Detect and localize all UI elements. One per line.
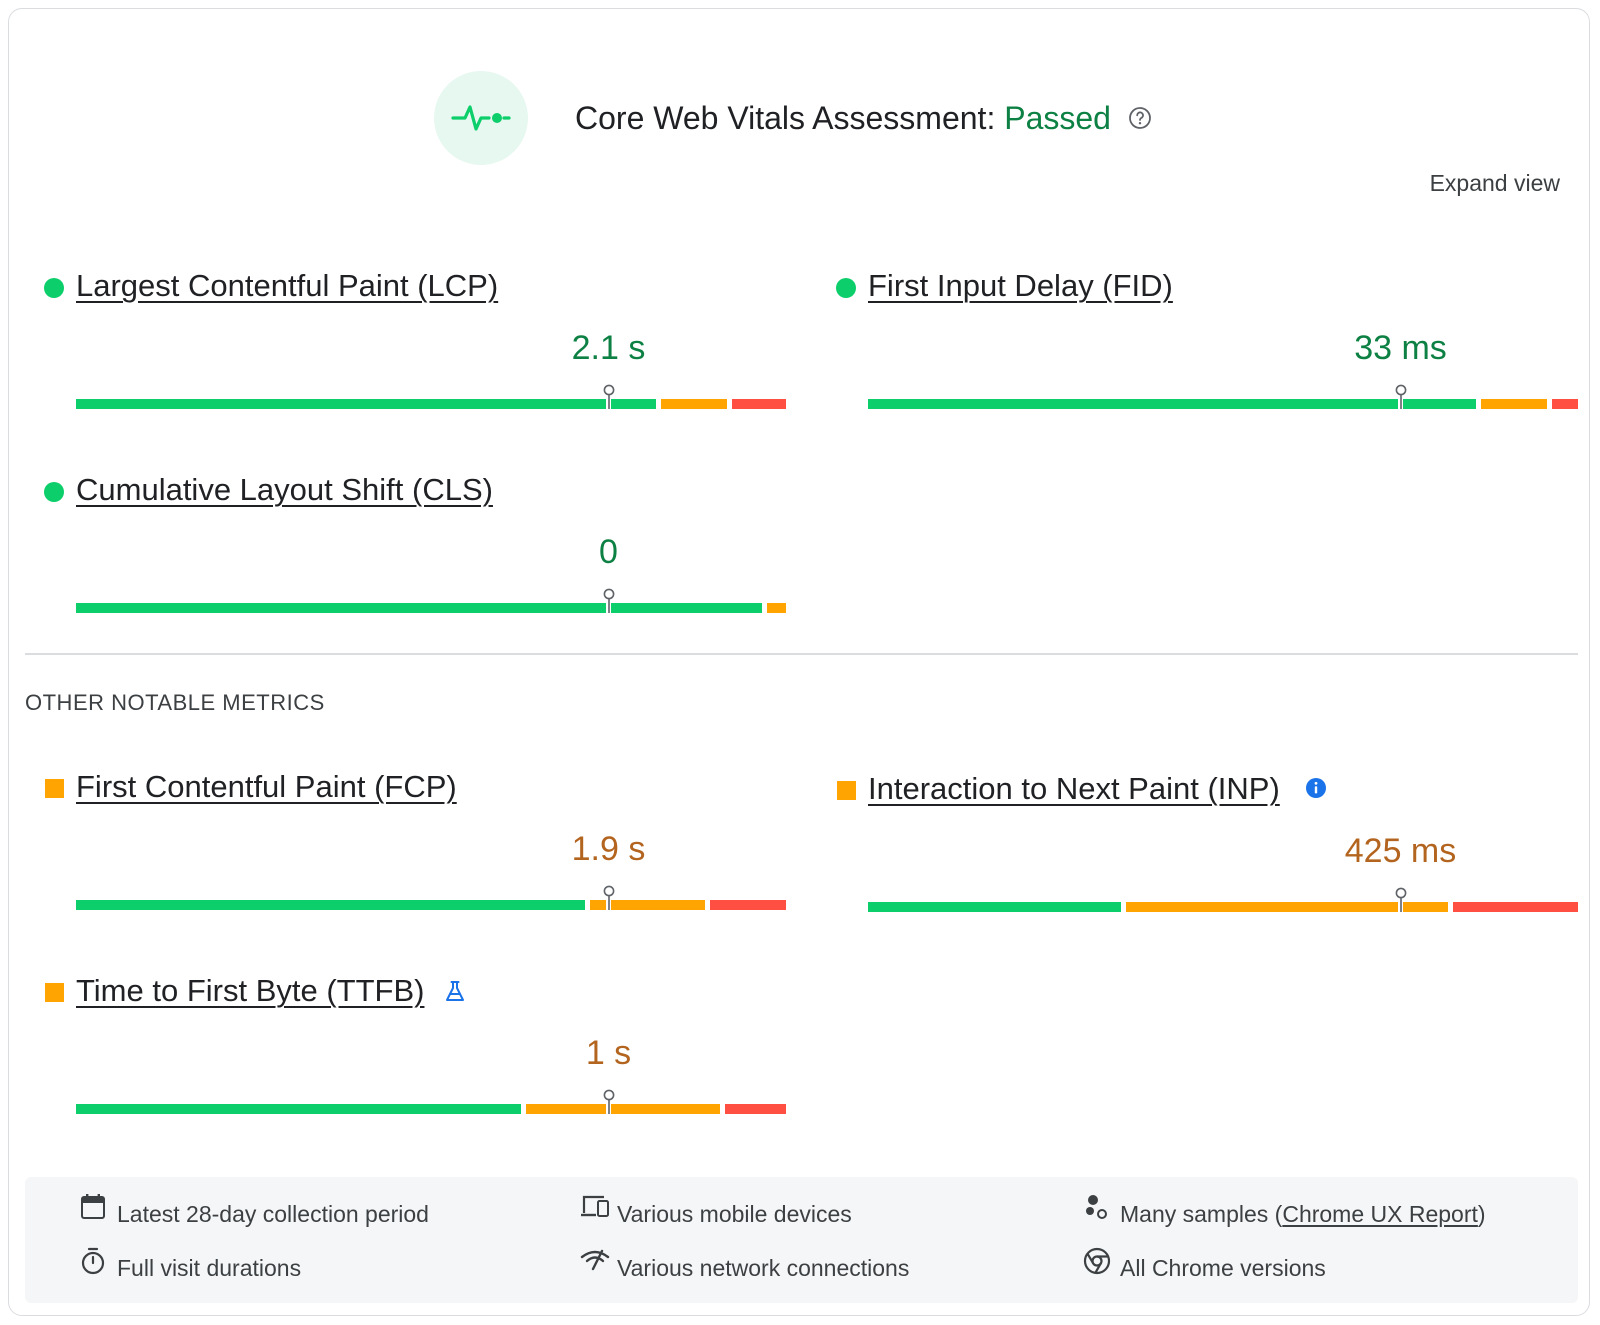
metric-link-fcp[interactable]: First Contentful Paint (FCP) bbox=[76, 769, 457, 804]
distribution-bar bbox=[868, 902, 1578, 912]
percentile-marker bbox=[1395, 384, 1406, 409]
percentile-marker bbox=[1395, 887, 1406, 912]
distribution-bar bbox=[76, 1104, 786, 1114]
pulse-icon bbox=[434, 71, 528, 165]
metric-link-lcp[interactable]: Largest Contentful Paint (LCP) bbox=[76, 268, 499, 303]
data-source-footer: Latest 28-day collection period Various … bbox=[25, 1177, 1578, 1303]
metric-value-fcp: 1.9 s bbox=[571, 830, 646, 868]
needs-improvement-segment bbox=[525, 1104, 606, 1114]
status-good-icon bbox=[44, 482, 64, 502]
needs-improvement-segment bbox=[660, 399, 727, 409]
metric-cls: Cumulative Layout Shift (CLS) 0 bbox=[43, 466, 786, 636]
status-average-icon bbox=[45, 779, 64, 798]
footer-text: Full visit durations bbox=[117, 1255, 302, 1281]
good-segment bbox=[611, 603, 763, 613]
percentile-marker bbox=[603, 588, 614, 613]
status-average-icon bbox=[837, 781, 856, 800]
poor-segment bbox=[724, 1104, 786, 1114]
assessment-title: Core Web Vitals Assessment: Passed bbox=[575, 98, 1111, 138]
assessment-header: Core Web Vitals Assessment: Passed Expan… bbox=[0, 0, 1600, 200]
footer-text: Many samples (Chrome UX Report) bbox=[1120, 1201, 1486, 1228]
section-divider bbox=[25, 653, 1578, 655]
chrome-icon bbox=[1083, 1247, 1111, 1281]
metric-value-ttfb: 1 s bbox=[585, 1034, 632, 1072]
status-average-icon bbox=[45, 983, 64, 1002]
good-segment bbox=[76, 1104, 521, 1114]
expand-view-link[interactable]: Expand view bbox=[1429, 170, 1560, 196]
info-icon[interactable] bbox=[1305, 777, 1327, 804]
status-good-icon bbox=[836, 278, 856, 298]
footer-samples-suffix: ) bbox=[1477, 1201, 1486, 1227]
distribution-bar bbox=[76, 399, 786, 409]
metric-lcp: Largest Contentful Paint (LCP) 2.1 s bbox=[43, 262, 786, 432]
metric-link-ttfb[interactable]: Time to First Byte (TTFB) bbox=[76, 973, 425, 1008]
devices-icon bbox=[580, 1193, 610, 1227]
needs-improvement-segment bbox=[1481, 399, 1548, 409]
needs-improvement-segment bbox=[767, 603, 786, 613]
metric-value-cls: 0 bbox=[599, 533, 618, 571]
poor-segment bbox=[1452, 902, 1578, 912]
timer-icon bbox=[80, 1247, 106, 1281]
distribution-bar bbox=[76, 900, 786, 910]
flask-icon[interactable] bbox=[443, 979, 467, 1008]
needs-improvement-segment bbox=[589, 900, 606, 910]
metric-inp: Interaction to Next Paint (INP) 425 ms bbox=[835, 765, 1578, 935]
chrome-ux-report-link[interactable]: Chrome UX Report bbox=[1282, 1201, 1478, 1227]
good-segment bbox=[76, 399, 606, 409]
other-metrics-heading: OTHER NOTABLE METRICS bbox=[25, 690, 325, 715]
status-good-icon bbox=[44, 278, 64, 298]
metric-fcp: First Contentful Paint (FCP) 1.9 s bbox=[43, 763, 786, 933]
good-segment bbox=[76, 900, 585, 910]
good-segment bbox=[868, 902, 1122, 912]
needs-improvement-segment bbox=[611, 900, 706, 910]
needs-improvement-segment bbox=[611, 1104, 720, 1114]
good-segment bbox=[76, 603, 606, 613]
footer-text: Various mobile devices bbox=[617, 1201, 852, 1227]
percentile-marker bbox=[603, 384, 614, 409]
footer-text: Latest 28-day collection period bbox=[117, 1201, 429, 1227]
poor-segment bbox=[731, 399, 786, 409]
metric-value-fid: 33 ms bbox=[1354, 329, 1447, 367]
distribution-bar bbox=[76, 603, 786, 613]
metric-link-inp[interactable]: Interaction to Next Paint (INP) bbox=[868, 771, 1280, 806]
needs-improvement-segment bbox=[1403, 902, 1448, 912]
poor-segment bbox=[1552, 399, 1578, 409]
calendar-icon bbox=[80, 1193, 106, 1227]
percentile-marker bbox=[603, 885, 614, 910]
footer-text: Various network connections bbox=[617, 1255, 910, 1281]
footer-samples-text: Many samples ( bbox=[1120, 1201, 1283, 1227]
samples-icon bbox=[1083, 1193, 1111, 1227]
metric-link-cls[interactable]: Cumulative Layout Shift (CLS) bbox=[76, 472, 493, 507]
metric-value-inp: 425 ms bbox=[1344, 832, 1457, 870]
metric-value-lcp: 2.1 s bbox=[571, 329, 646, 367]
footer-text: All Chrome versions bbox=[1120, 1255, 1326, 1281]
good-segment bbox=[868, 399, 1398, 409]
needs-improvement-segment bbox=[1126, 902, 1398, 912]
help-circle-icon[interactable] bbox=[1128, 106, 1152, 135]
core-web-vitals-card bbox=[8, 8, 1590, 1316]
network-icon bbox=[580, 1247, 610, 1279]
metric-link-fid[interactable]: First Input Delay (FID) bbox=[868, 268, 1173, 303]
good-segment bbox=[1403, 399, 1477, 409]
distribution-bar bbox=[868, 399, 1578, 409]
poor-segment bbox=[710, 900, 786, 910]
metric-fid: First Input Delay (FID) 33 ms bbox=[835, 262, 1578, 432]
assessment-title-prefix: Core Web Vitals Assessment: bbox=[575, 100, 1005, 136]
metric-ttfb: Time to First Byte (TTFB) 1 s bbox=[43, 967, 786, 1137]
good-segment bbox=[611, 399, 656, 409]
percentile-marker bbox=[603, 1089, 614, 1114]
assessment-status: Passed bbox=[1004, 100, 1111, 136]
